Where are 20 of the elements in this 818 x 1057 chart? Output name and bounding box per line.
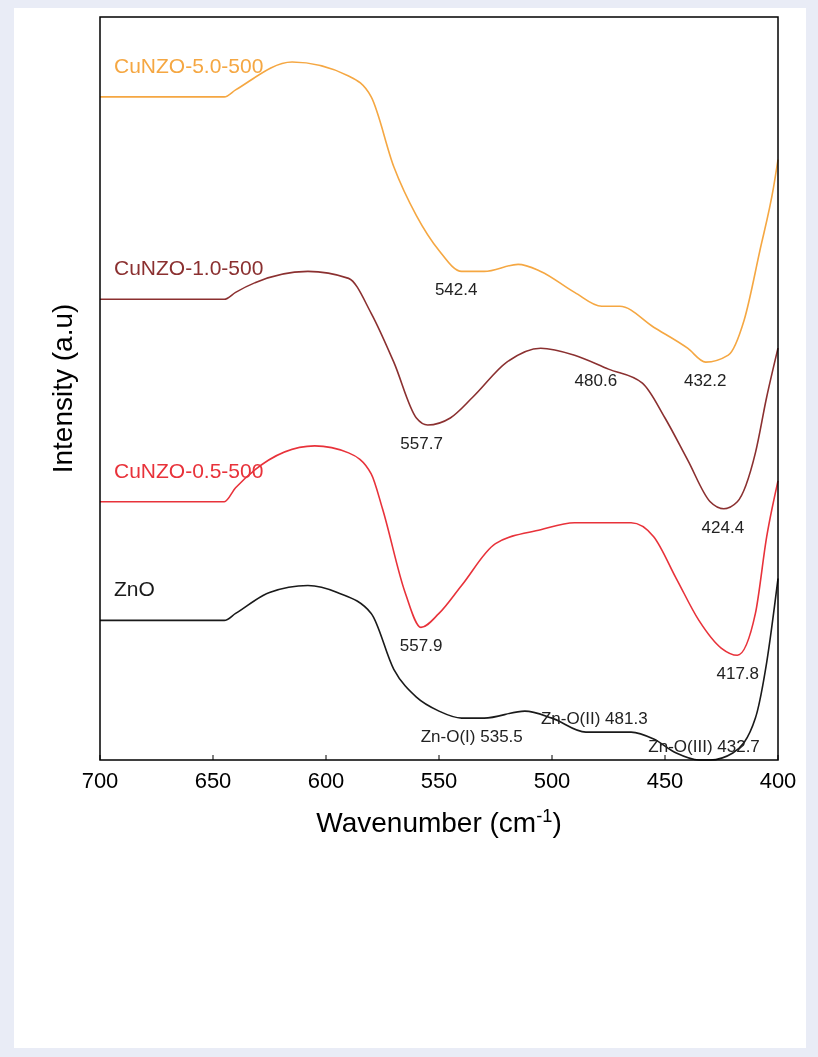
annotation: 557.9	[399, 636, 443, 656]
x-tick-label: 400	[759, 768, 797, 793]
x-tick-label: 700	[81, 768, 119, 793]
annotation: 480.6	[574, 371, 618, 391]
annotation: 417.8	[716, 664, 760, 684]
annotation: 432.2	[683, 371, 727, 391]
x-tick-label: 650	[194, 768, 232, 793]
annotation: 557.7	[400, 433, 443, 453]
x-tick-label: 450	[646, 768, 684, 793]
series-label: CuNZO-5.0-500	[114, 53, 264, 77]
x-tick-label: 600	[307, 768, 345, 793]
annotation: Zn-O(I) 535.5	[420, 727, 523, 747]
y-axis-title: Intensity (a.u)	[47, 303, 78, 474]
x-tick-label: 500	[533, 768, 571, 793]
series-label: ZnO	[114, 577, 155, 601]
annotation: 542.4	[434, 280, 478, 300]
series-label: CuNZO-1.0-500	[114, 256, 264, 280]
x-axis-title: Wavenumber (cm$^{-1}$)	[316, 806, 562, 838]
x-tick-label: 550	[420, 768, 458, 793]
annotation: 424.4	[701, 517, 745, 537]
